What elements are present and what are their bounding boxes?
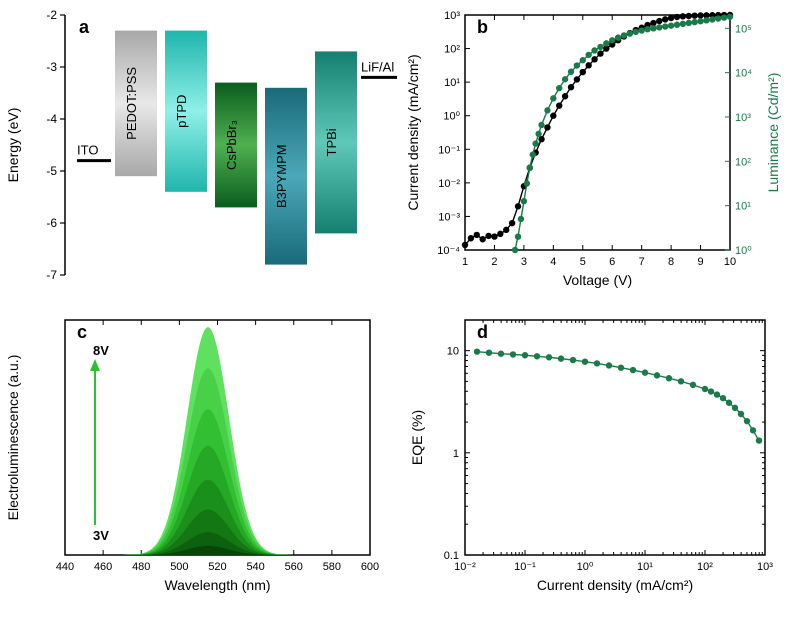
svg-text:TPBi: TPBi — [324, 128, 339, 156]
svg-text:10¹: 10¹ — [637, 561, 653, 573]
svg-text:Wavelength (nm): Wavelength (nm) — [164, 577, 270, 593]
svg-text:9: 9 — [697, 256, 703, 268]
svg-text:10²: 10² — [697, 561, 713, 573]
svg-text:10: 10 — [447, 346, 459, 358]
svg-text:EQE (%): EQE (%) — [409, 410, 425, 465]
svg-text:B3PYMPM: B3PYMPM — [274, 144, 289, 208]
svg-text:5: 5 — [580, 256, 586, 268]
svg-text:-4: -4 — [46, 112, 57, 126]
svg-text:Luminance (Cd/m²): Luminance (Cd/m²) — [765, 73, 781, 193]
svg-text:-2: -2 — [46, 8, 57, 22]
svg-text:10⁰: 10⁰ — [735, 245, 752, 257]
svg-text:a: a — [79, 17, 90, 37]
svg-text:0.1: 0.1 — [444, 550, 459, 562]
svg-text:c: c — [77, 322, 87, 342]
svg-text:10²: 10² — [735, 156, 751, 168]
svg-text:460: 460 — [94, 561, 112, 573]
svg-text:560: 560 — [285, 561, 303, 573]
svg-text:440: 440 — [56, 561, 74, 573]
svg-text:1: 1 — [453, 448, 459, 460]
svg-text:1: 1 — [462, 256, 468, 268]
svg-text:-3: -3 — [46, 60, 57, 74]
svg-text:10⁵: 10⁵ — [735, 23, 752, 35]
svg-text:6: 6 — [609, 256, 615, 268]
svg-text:540: 540 — [246, 561, 264, 573]
svg-text:3V: 3V — [93, 528, 109, 543]
svg-text:7: 7 — [639, 256, 645, 268]
svg-text:10⁰: 10⁰ — [577, 561, 594, 573]
svg-text:8: 8 — [668, 256, 674, 268]
svg-text:10¹: 10¹ — [735, 201, 751, 213]
svg-text:Current density (mA/cm²): Current density (mA/cm²) — [405, 54, 421, 210]
svg-text:10⁻²: 10⁻² — [438, 178, 460, 190]
svg-text:10¹: 10¹ — [444, 77, 460, 89]
panel-a: -2 -3 -4 -5 -6 -7 Energy (eV) a PEDOT:PSS pTPD CsP… — [0, 0, 400, 300]
panel-d: 10⁻² 10⁻¹ 10⁰ 10¹ 10² 10³ Current density (mA/… — [400, 300, 795, 617]
svg-text:4: 4 — [550, 256, 556, 268]
svg-text:d: d — [477, 322, 488, 342]
figure-container: -2 -3 -4 -5 -6 -7 Energy (eV) a PEDOT:PSS pTPD CsP… — [0, 0, 795, 617]
svg-text:LiF/Al: LiF/Al — [361, 59, 394, 74]
svg-text:Voltage (V): Voltage (V) — [563, 272, 632, 288]
svg-text:10⁻⁴: 10⁻⁴ — [437, 245, 460, 257]
svg-text:2: 2 — [491, 256, 497, 268]
svg-text:Electroluminescence (a.u.): Electroluminescence (a.u.) — [5, 355, 21, 521]
svg-text:3: 3 — [521, 256, 527, 268]
svg-text:500: 500 — [170, 561, 188, 573]
svg-text:480: 480 — [132, 561, 150, 573]
svg-text:10⁴: 10⁴ — [735, 68, 752, 80]
svg-text:10²: 10² — [444, 44, 460, 56]
svg-text:10³: 10³ — [735, 112, 751, 124]
svg-text:10⁻³: 10⁻³ — [438, 211, 460, 223]
svg-text:10⁻¹: 10⁻¹ — [514, 561, 536, 573]
svg-text:8V: 8V — [93, 343, 109, 358]
svg-text:600: 600 — [361, 561, 379, 573]
svg-text:-5: -5 — [46, 164, 57, 178]
svg-text:-6: -6 — [46, 216, 57, 230]
panel-b: 1 2 3 4 5 6 7 8 9 10 Voltage (V) 10⁻⁴ 10⁻³ 10⁻² 10⁻¹ 10… — [400, 0, 795, 300]
panel-c: 440 460 480 500 520 540 560 580 600 Wavelength (n… — [0, 300, 400, 617]
svg-text:ITO: ITO — [77, 143, 98, 158]
svg-text:pTPD: pTPD — [174, 95, 189, 128]
svg-text:10⁻¹: 10⁻¹ — [438, 144, 460, 156]
svg-text:10⁻²: 10⁻² — [454, 561, 476, 573]
svg-text:PEDOT:PSS: PEDOT:PSS — [124, 67, 139, 140]
svg-text:CsPbBr₃: CsPbBr₃ — [224, 120, 239, 170]
svg-text:Energy (eV): Energy (eV) — [5, 108, 21, 183]
svg-text:10⁰: 10⁰ — [443, 111, 460, 123]
svg-text:-7: -7 — [46, 268, 57, 282]
svg-text:Current density (mA/cm²): Current density (mA/cm²) — [537, 577, 693, 593]
svg-text:10: 10 — [724, 256, 736, 268]
svg-text:b: b — [477, 17, 488, 37]
svg-text:520: 520 — [208, 561, 226, 573]
svg-text:10³: 10³ — [757, 561, 773, 573]
svg-text:580: 580 — [323, 561, 341, 573]
svg-text:10³: 10³ — [444, 10, 460, 22]
